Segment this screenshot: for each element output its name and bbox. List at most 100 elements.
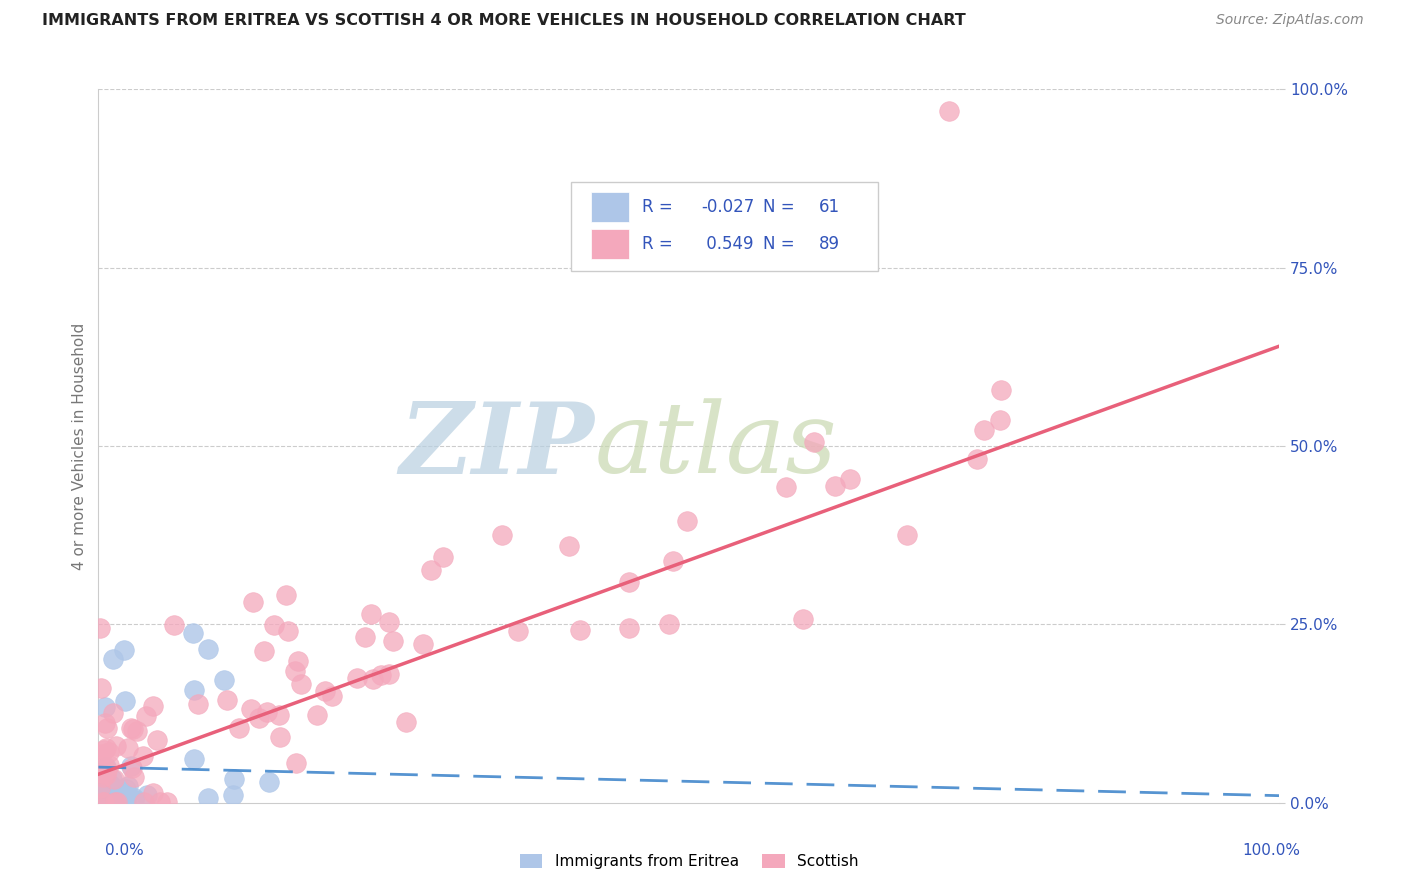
Point [112, 792, 135, 806]
Point [104, 781, 127, 796]
Point [107, 784, 129, 798]
Bar [591, 229, 628, 259]
Point [290, 677, 312, 691]
Point [114, 694, 136, 708]
Point [117, 741, 139, 756]
Point [973, 424, 995, 438]
Point [93, 779, 115, 793]
Point [94, 764, 117, 779]
Point [284, 756, 307, 771]
Point [156, 795, 179, 809]
Point [142, 698, 165, 713]
Point [127, 724, 149, 739]
Point [228, 721, 250, 735]
Point [89, 781, 111, 796]
Y-axis label: 4 or more Vehicles in Household: 4 or more Vehicles in Household [72, 322, 87, 570]
Point [90, 789, 112, 803]
Point [146, 732, 169, 747]
Point [419, 563, 441, 577]
Point [253, 644, 276, 658]
Point [134, 795, 156, 809]
Point [824, 479, 846, 493]
Point [97, 784, 120, 798]
Point [93, 791, 115, 805]
Legend: Immigrants from Eritrea, Scottish: Immigrants from Eritrea, Scottish [513, 848, 865, 875]
Point [284, 664, 307, 678]
Point [96, 722, 118, 736]
Text: R =: R = [641, 198, 678, 216]
Point [247, 711, 270, 725]
Point [94, 768, 117, 782]
Point [239, 702, 262, 716]
Point [314, 684, 336, 698]
Point [94, 776, 117, 790]
Point [617, 621, 640, 635]
Text: N =: N = [763, 235, 800, 253]
Point [212, 673, 235, 688]
Point [181, 625, 204, 640]
Point [114, 782, 136, 797]
Point [101, 795, 124, 809]
Point [412, 637, 434, 651]
Point [105, 795, 128, 809]
Point [91, 789, 114, 804]
Point [91, 789, 114, 803]
Point [89, 783, 111, 797]
Point [259, 775, 281, 789]
Point [91, 795, 114, 809]
Point [377, 615, 399, 629]
Point [361, 672, 384, 686]
Text: R =: R = [641, 235, 678, 253]
Point [124, 793, 146, 807]
Text: ZIP: ZIP [399, 398, 595, 494]
Point [94, 760, 117, 774]
Point [91, 766, 114, 780]
Point [149, 795, 172, 809]
Point [93, 792, 115, 806]
Point [354, 630, 377, 644]
Point [90, 765, 112, 780]
Point [89, 789, 111, 804]
Point [94, 716, 117, 731]
Point [990, 383, 1012, 397]
Point [100, 786, 122, 800]
Point [378, 666, 401, 681]
Point [277, 624, 299, 638]
Point [96, 790, 118, 805]
Point [90, 681, 112, 695]
Text: 89: 89 [818, 235, 839, 253]
Text: IMMIGRANTS FROM ERITREA VS SCOTTISH 4 OR MORE VEHICLES IN HOUSEHOLD CORRELATION : IMMIGRANTS FROM ERITREA VS SCOTTISH 4 OR… [42, 13, 966, 29]
Point [163, 618, 186, 632]
Point [100, 786, 122, 800]
Point [94, 779, 117, 793]
Point [803, 434, 825, 449]
Point [110, 794, 132, 808]
Point [792, 612, 814, 626]
Point [111, 789, 134, 804]
Point [90, 791, 112, 805]
Point [662, 554, 685, 568]
Point [90, 789, 112, 803]
Point [242, 595, 264, 609]
Point [676, 514, 699, 528]
Point [98, 745, 121, 759]
Point [121, 761, 143, 775]
Point [117, 779, 139, 793]
Point [94, 780, 117, 794]
Point [321, 689, 343, 703]
Point [183, 752, 205, 766]
Point [491, 528, 513, 542]
Point [966, 451, 988, 466]
Point [557, 539, 579, 553]
Point [91, 773, 114, 788]
Point [103, 791, 125, 805]
Point [132, 749, 155, 764]
Point [115, 789, 138, 804]
Point [94, 700, 117, 714]
Point [370, 667, 392, 681]
Point [224, 772, 246, 787]
Point [394, 714, 416, 729]
Point [658, 616, 681, 631]
Point [91, 770, 114, 784]
Point [93, 792, 115, 806]
